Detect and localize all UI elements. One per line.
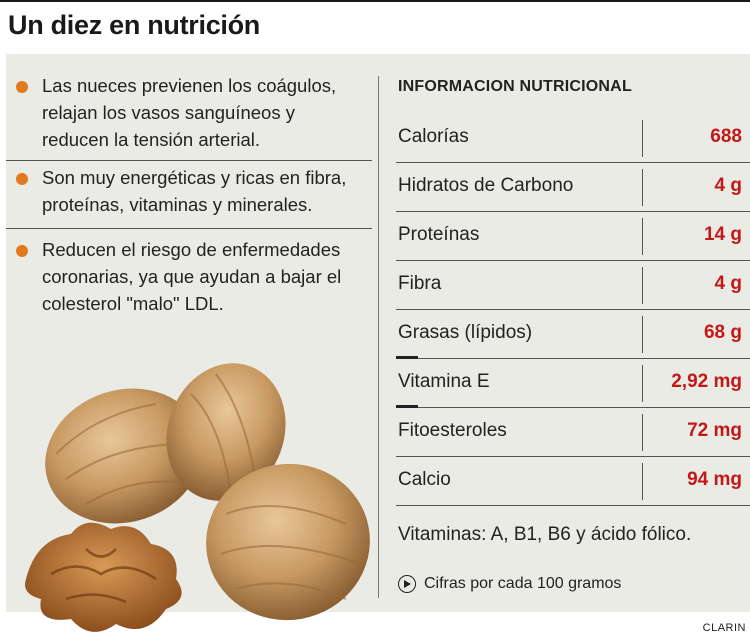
- row-rule: [396, 211, 750, 212]
- nutrient-value: 688: [710, 126, 742, 147]
- walnut-shell-left: [45, 388, 203, 524]
- nutrient-value: 68 g: [703, 322, 742, 343]
- benefit-item: Son muy energéticas y ricas en fibra, pr…: [6, 146, 372, 218]
- nutrient-value: 94 mg: [687, 469, 742, 490]
- walnut-kernel: [25, 522, 182, 632]
- row-rule: [396, 505, 750, 506]
- row-accent: [396, 356, 418, 359]
- nutrient-name: Calcio: [398, 469, 451, 490]
- footnote: Cifras por cada 100 gramos: [398, 575, 621, 593]
- nutrient-name: Fibra: [398, 273, 442, 294]
- nutrition-row: Grasas (lípidos) 68 g: [396, 310, 750, 359]
- row-rule: [396, 407, 750, 408]
- nutrient-value: 72 mg: [687, 420, 742, 441]
- cell-divider: [642, 463, 643, 500]
- benefit-item: Las nueces previenen los coágulos, relaj…: [6, 54, 372, 150]
- nutrient-name: Proteínas: [398, 224, 480, 245]
- divider: [6, 228, 372, 229]
- row-rule: [396, 309, 750, 310]
- divider: [6, 160, 372, 161]
- nutrition-title: INFORMACION NUTRICIONAL: [398, 78, 632, 95]
- walnut-shell-right: [206, 463, 370, 621]
- nutrient-value: 2,92 mg: [671, 371, 742, 392]
- bullet-dot-icon: [16, 81, 28, 93]
- nutrition-row: Fitoesteroles 72 mg: [396, 408, 750, 457]
- row-rule: [396, 260, 750, 261]
- bullet-dot-icon: [16, 173, 28, 185]
- benefit-text: Las nueces previenen los coágulos, relaj…: [42, 75, 337, 150]
- infographic-panel: Las nueces previenen los coágulos, relaj…: [6, 54, 750, 632]
- nutrient-name: Vitamina E: [398, 371, 490, 392]
- walnut-shell-top: [166, 363, 286, 501]
- cell-divider: [642, 218, 643, 255]
- benefits-list: Las nueces previenen los coágulos, relaj…: [6, 54, 372, 328]
- page-title: Un diez en nutrición: [8, 10, 261, 40]
- row-rule: [396, 358, 750, 359]
- row-rule: [396, 456, 750, 457]
- nutrition-row: Proteínas 14 g: [396, 212, 750, 261]
- cell-divider: [642, 267, 643, 304]
- benefit-item: Reducen el riesgo de enfermedades corona…: [6, 218, 372, 328]
- nutrient-name: Calorías: [398, 126, 469, 147]
- cell-divider: [642, 120, 643, 157]
- cell-divider: [642, 414, 643, 451]
- row-accent: [396, 405, 418, 408]
- nutrition-row: Hidratos de Carbono 4 g: [396, 163, 750, 212]
- cell-divider: [642, 169, 643, 206]
- nutrition-row: Fibra 4 g: [396, 261, 750, 310]
- top-rule: [0, 0, 750, 2]
- footnote-text: Cifras por cada 100 gramos: [424, 575, 622, 592]
- nutrition-row: Calcio 94 mg: [396, 457, 750, 506]
- source-credit: CLARIN: [702, 622, 746, 634]
- walnuts-illustration: [25, 363, 370, 632]
- cell-divider: [642, 316, 643, 353]
- benefit-text: Son muy energéticas y ricas en fibra, pr…: [42, 167, 347, 215]
- column-divider: [378, 76, 379, 598]
- vitamins-note: Vitaminas: A, B1, B6 y ácido fólico.: [398, 524, 692, 545]
- nutrient-value: 14 g: [703, 224, 742, 245]
- nutrient-name: Grasas (lípidos): [398, 322, 533, 343]
- nutrition-row: Vitamina E 2,92 mg: [396, 359, 750, 408]
- benefit-text: Reducen el riesgo de enfermedades corona…: [42, 239, 342, 314]
- nutrition-row: Calorías 688: [396, 114, 750, 163]
- nutrient-value: 4 g: [714, 273, 742, 294]
- bullet-dot-icon: [16, 245, 28, 257]
- nutrient-name: Hidratos de Carbono: [398, 175, 574, 196]
- play-circle-icon: [398, 575, 416, 593]
- nutrient-value: 4 g: [714, 175, 742, 196]
- nutrient-name: Fitoesteroles: [398, 420, 507, 441]
- row-rule: [396, 162, 750, 163]
- cell-divider: [642, 365, 643, 402]
